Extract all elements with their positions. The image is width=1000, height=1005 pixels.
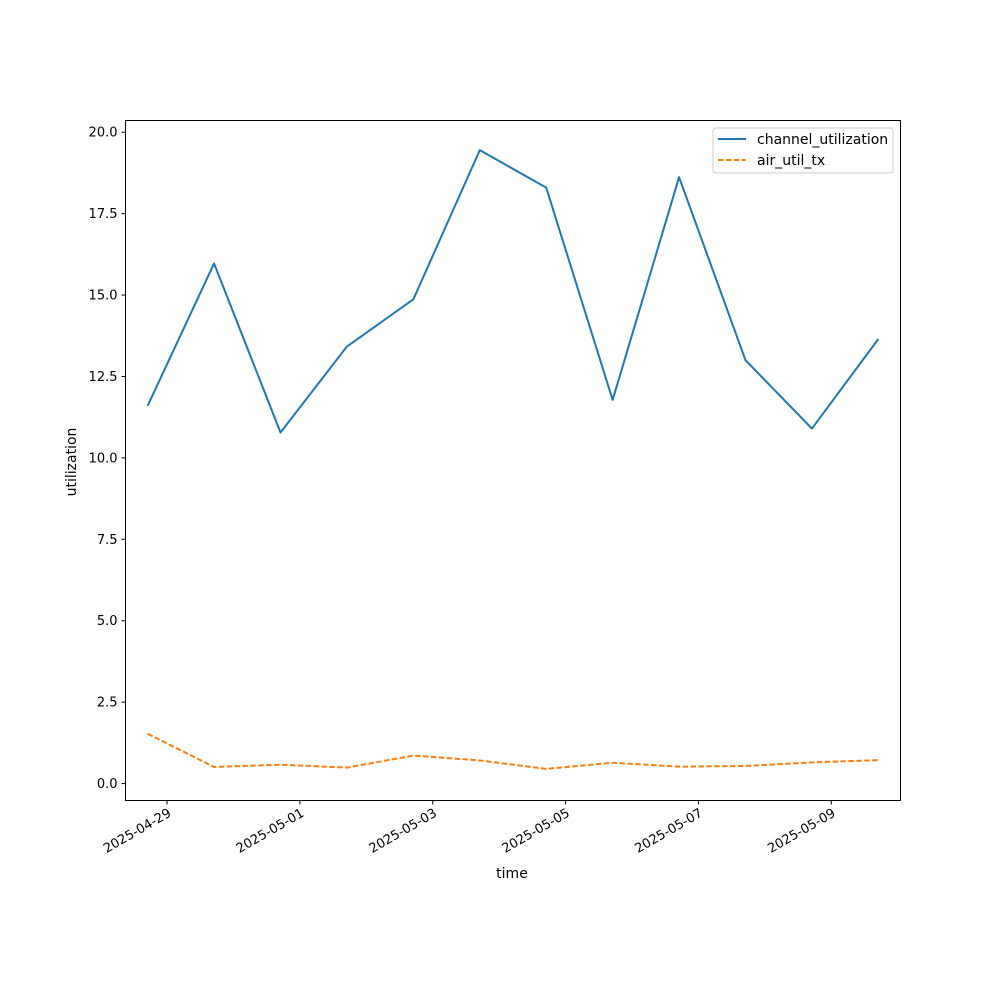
series-line-channel-utilization bbox=[146, 149, 880, 434]
y-tick-label: 0.0 bbox=[97, 777, 118, 792]
legend-box bbox=[712, 127, 894, 174]
y-tick-label: 2.5 bbox=[97, 696, 118, 711]
y-tick-label: 7.5 bbox=[97, 533, 118, 548]
x-tick-label: 2025-05-07 bbox=[633, 806, 706, 857]
y-tick-label: 15.0 bbox=[89, 289, 118, 304]
x-tick-label: 2025-05-09 bbox=[765, 806, 838, 857]
y-tick-label: 10.0 bbox=[89, 451, 118, 466]
y-axis: 0.0 2.5 5.0 7.5 10.0 12.5 15.0 17.5 20.0 bbox=[89, 126, 126, 792]
x-axis: 2025-04-29 2025-05-01 2025-05-03 2025-05-05… bbox=[101, 800, 838, 857]
x-tick-label: 2025-04-29 bbox=[101, 806, 174, 857]
y-tick-label: 12.5 bbox=[89, 370, 118, 385]
plot-frame bbox=[125, 120, 901, 801]
legend-label-channel-utilization: channel_utilization bbox=[757, 132, 888, 148]
series-line-air-util-tx bbox=[147, 732, 879, 770]
series-layer bbox=[146, 149, 880, 770]
y-axis-label: utilization bbox=[64, 428, 80, 497]
x-tick-label: 2025-05-03 bbox=[367, 806, 440, 857]
x-tick-label: 2025-05-05 bbox=[500, 806, 573, 857]
x-axis-label: time bbox=[496, 866, 528, 882]
y-tick-label: 17.5 bbox=[89, 207, 118, 222]
legend-label-air-util-tx: air_util_tx bbox=[757, 153, 825, 169]
y-tick-label: 20.0 bbox=[89, 126, 118, 141]
legend: channel_utilization air_util_tx bbox=[712, 127, 894, 174]
y-tick-label: 5.0 bbox=[97, 614, 118, 629]
x-tick-label: 2025-05-01 bbox=[234, 806, 307, 857]
